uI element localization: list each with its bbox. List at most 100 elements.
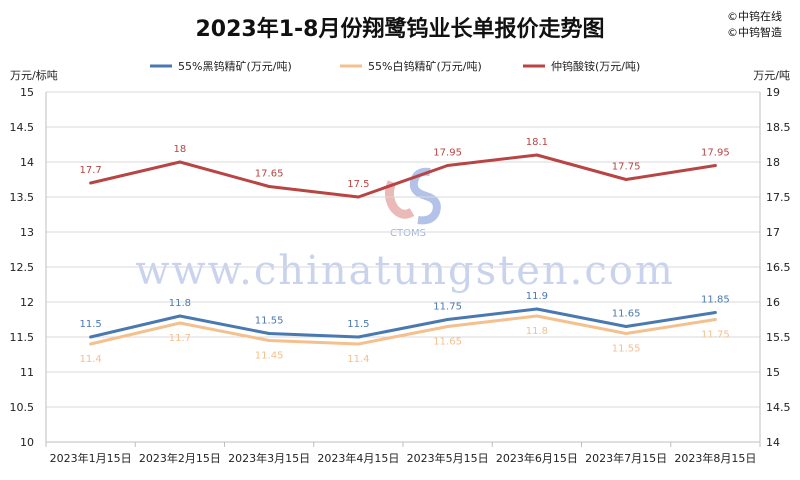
brand-line-2: ©中钨智造 <box>727 25 782 39</box>
data-label: 11.85 <box>701 295 730 306</box>
data-point <box>713 164 717 167</box>
data-label: 11.65 <box>612 309 641 320</box>
series-line <box>90 307 716 339</box>
x-axis: 2023年1月15日 2023年2月15日 2023年3月15日 2023年4月15日… <box>45 441 761 465</box>
ctoms-logo: CTOMS <box>384 167 441 239</box>
x-tick-label: 2023年3月15日 <box>228 451 310 465</box>
legend: 55%黑钨精矿(万元/吨) 55%白钨精矿(万元/吨) 仲钨酸铵(万元/吨) <box>150 59 640 73</box>
left-tick-label: 12 <box>20 296 34 309</box>
legend-label: 55%黑钨精矿(万元/吨) <box>178 60 292 73</box>
x-tick-label: 2023年2月15日 <box>139 451 221 465</box>
left-tick-label: 14.5 <box>10 121 35 134</box>
x-tick-label: 2023年6月15日 <box>496 451 578 465</box>
right-tick-label: 16 <box>766 296 780 309</box>
data-label: 11.55 <box>255 316 284 327</box>
series-line <box>90 314 716 346</box>
left-tick-label: 14 <box>20 156 34 169</box>
data-point <box>356 335 360 339</box>
data-label: 11.65 <box>433 337 462 348</box>
right-tick-label: 14 <box>766 436 780 449</box>
data-point <box>535 153 539 157</box>
watermark-layer: CTOMS www.chinatungsten.com <box>135 167 675 294</box>
data-label: 11.5 <box>79 319 101 330</box>
left-tick-label: 13 <box>20 226 34 239</box>
data-label: 11.75 <box>433 302 462 313</box>
data-point <box>356 342 360 346</box>
data-label: 11.7 <box>169 333 191 344</box>
data-point <box>178 314 182 318</box>
legend-label: 55%白钨精矿(万元/吨) <box>368 59 482 73</box>
data-labels: 11.5 11.8 11.55 11.5 11.75 11.9 11.65 11.85 11.4… <box>79 137 729 365</box>
series-layer <box>89 153 717 346</box>
data-point <box>267 185 271 188</box>
right-tick-label: 15 <box>766 366 780 379</box>
data-point <box>89 181 93 185</box>
data-label: 17.7 <box>79 165 101 176</box>
data-point <box>624 325 628 328</box>
left-tick-label: 11.5 <box>10 331 35 344</box>
x-tick-label: 2023年5月15日 <box>407 451 489 465</box>
right-tick-label: 18.5 <box>766 121 791 134</box>
data-point <box>624 332 628 335</box>
watermark-text: www.chinatungsten.com <box>135 248 675 294</box>
left-tick-label: 12.5 <box>10 261 35 274</box>
data-label: 11.8 <box>169 298 191 309</box>
right-tick-label: 15.5 <box>766 331 791 344</box>
data-point <box>535 314 539 318</box>
left-axis-unit: 万元/标吨 <box>10 68 58 82</box>
data-label: 17.75 <box>612 162 641 173</box>
data-point <box>267 332 271 335</box>
x-tick-label: 2023年8月15日 <box>674 451 756 465</box>
data-point <box>713 311 717 314</box>
right-tick-label: 16.5 <box>766 261 791 274</box>
right-y-axis: 14 14.5 15 15.5 16 16.5 17 17.5 18 18.5 19 <box>759 86 791 449</box>
data-point <box>446 164 450 167</box>
right-tick-label: 17.5 <box>766 191 791 204</box>
data-point <box>624 178 628 181</box>
data-label: 17.95 <box>433 148 462 159</box>
x-tick-label: 2023年1月15日 <box>50 451 132 465</box>
left-tick-label: 10.5 <box>10 401 35 414</box>
data-point <box>535 307 539 311</box>
right-tick-label: 17 <box>766 226 780 239</box>
data-point <box>446 325 450 328</box>
data-label: 17.65 <box>255 169 284 180</box>
right-tick-label: 19 <box>766 86 780 99</box>
data-label: 11.5 <box>347 319 369 330</box>
data-label: 17.95 <box>701 148 730 159</box>
right-axis-unit: 万元/吨 <box>753 69 790 82</box>
data-point <box>356 195 360 199</box>
right-tick-label: 14.5 <box>766 401 791 414</box>
data-point <box>446 318 450 321</box>
left-tick-label: 11 <box>20 366 34 379</box>
x-tick-label: 2023年4月15日 <box>317 451 399 465</box>
data-label: 11.45 <box>255 351 284 362</box>
data-label: 11.75 <box>701 330 730 341</box>
data-label: 18 <box>174 144 187 155</box>
chart-title: 2023年1-8月份翔鹭钨业长单报价走势图 <box>196 16 605 42</box>
data-point <box>89 335 93 339</box>
right-tick-label: 18 <box>766 156 780 169</box>
legend-label: 仲钨酸铵(万元/吨) <box>551 59 640 73</box>
data-label: 11.4 <box>79 354 101 365</box>
data-point <box>178 321 182 325</box>
left-tick-label: 15 <box>20 86 34 99</box>
data-label: 11.9 <box>526 291 548 302</box>
data-point <box>89 342 93 346</box>
data-label: 17.5 <box>347 179 369 190</box>
data-label: 11.4 <box>347 354 369 365</box>
left-tick-label: 13.5 <box>10 191 35 204</box>
data-point <box>178 160 182 164</box>
x-tick-label: 2023年7月15日 <box>585 451 667 465</box>
data-label: 18.1 <box>526 137 548 148</box>
gridlines <box>46 91 760 443</box>
left-tick-label: 10 <box>20 436 34 449</box>
series-line <box>90 153 716 199</box>
data-point <box>713 318 717 321</box>
left-y-axis: 10 10.5 11 11.5 12 12.5 13 13.5 14 14.5 15 <box>10 86 47 449</box>
brand-line-1: ©中钨在线 <box>727 9 782 23</box>
data-label: 11.8 <box>526 326 548 337</box>
data-label: 11.55 <box>612 344 641 355</box>
